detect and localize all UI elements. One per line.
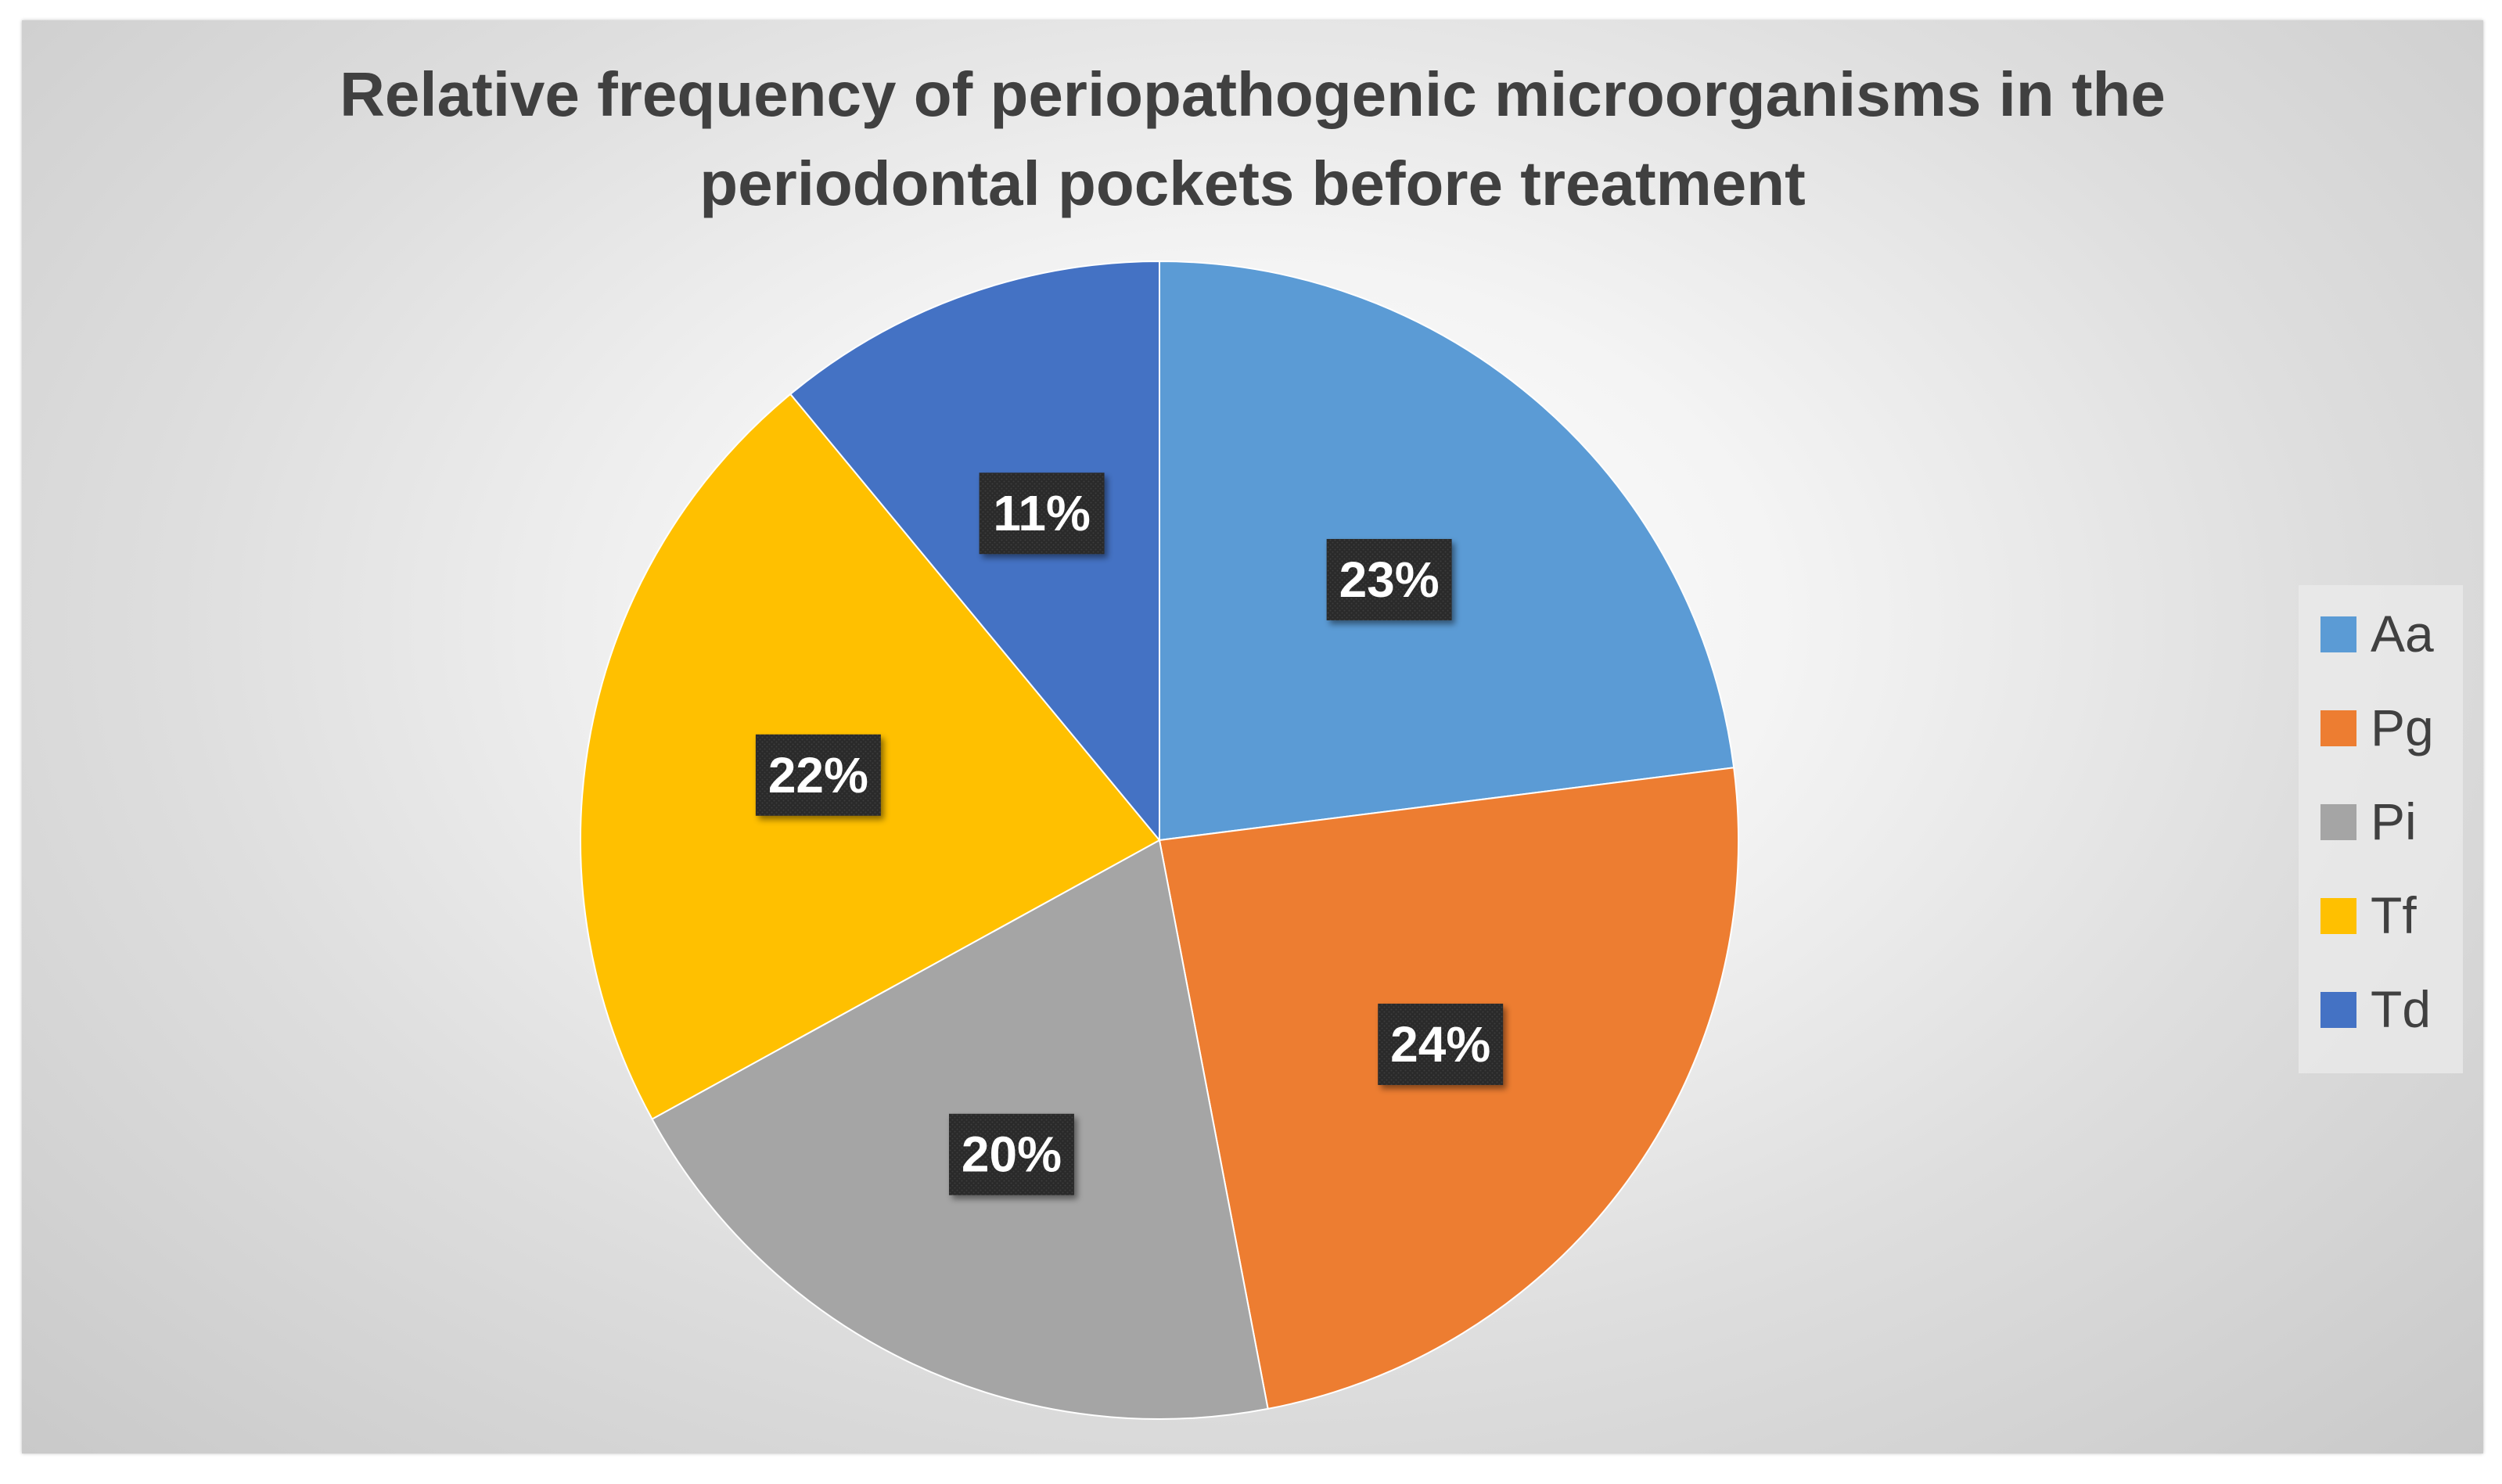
chart-title: Relative frequency of periopathogenic mi… <box>340 59 2166 218</box>
legend: Aa Pg Pi Tf Td <box>2299 585 2463 1073</box>
legend-swatch <box>2320 710 2356 746</box>
data-label-text: 23% <box>1339 552 1440 608</box>
legend-item-aa: Aa <box>2299 585 2463 679</box>
data-label-box <box>979 473 1105 555</box>
data-label-box <box>948 1113 1074 1195</box>
legend-swatch <box>2320 992 2356 1028</box>
legend-label: Td <box>2371 980 2432 1038</box>
data-label-pg: 24% <box>1378 1003 1504 1085</box>
data-label-text: 22% <box>768 747 868 803</box>
legend-label: Aa <box>2371 605 2434 663</box>
data-label-text: 11% <box>993 485 1091 541</box>
legend-swatch <box>2320 616 2356 652</box>
data-label-td: 11% <box>979 473 1105 555</box>
data-label-text: 24% <box>1390 1016 1490 1073</box>
legend-label: Pg <box>2371 699 2434 756</box>
pie-slice-pg <box>1158 767 1739 1410</box>
chart-area: Relative frequency of periopathogenic mi… <box>22 20 2483 1453</box>
legend-swatch <box>2320 804 2356 840</box>
legend-item-pi: Pi <box>2299 773 2463 867</box>
legend-item-tf: Tf <box>2299 867 2463 961</box>
data-label-pi: 20% <box>948 1113 1074 1195</box>
data-label-tf: 22% <box>755 734 881 816</box>
legend-item-pg: Pg <box>2299 679 2463 773</box>
data-label-box <box>1326 538 1452 620</box>
pie-chart: 23% 24% 20% 22% 11% <box>580 260 1739 1420</box>
data-label-box <box>1378 1003 1504 1085</box>
data-label-aa: 23% <box>1326 538 1452 620</box>
legend-item-td: Td <box>2299 961 2463 1055</box>
legend-label: Pi <box>2371 792 2417 850</box>
legend-swatch <box>2320 898 2356 934</box>
data-label-text: 20% <box>962 1126 1062 1183</box>
data-label-box <box>755 734 881 816</box>
legend-label: Tf <box>2371 886 2417 944</box>
pie-slice-td <box>789 260 1160 843</box>
